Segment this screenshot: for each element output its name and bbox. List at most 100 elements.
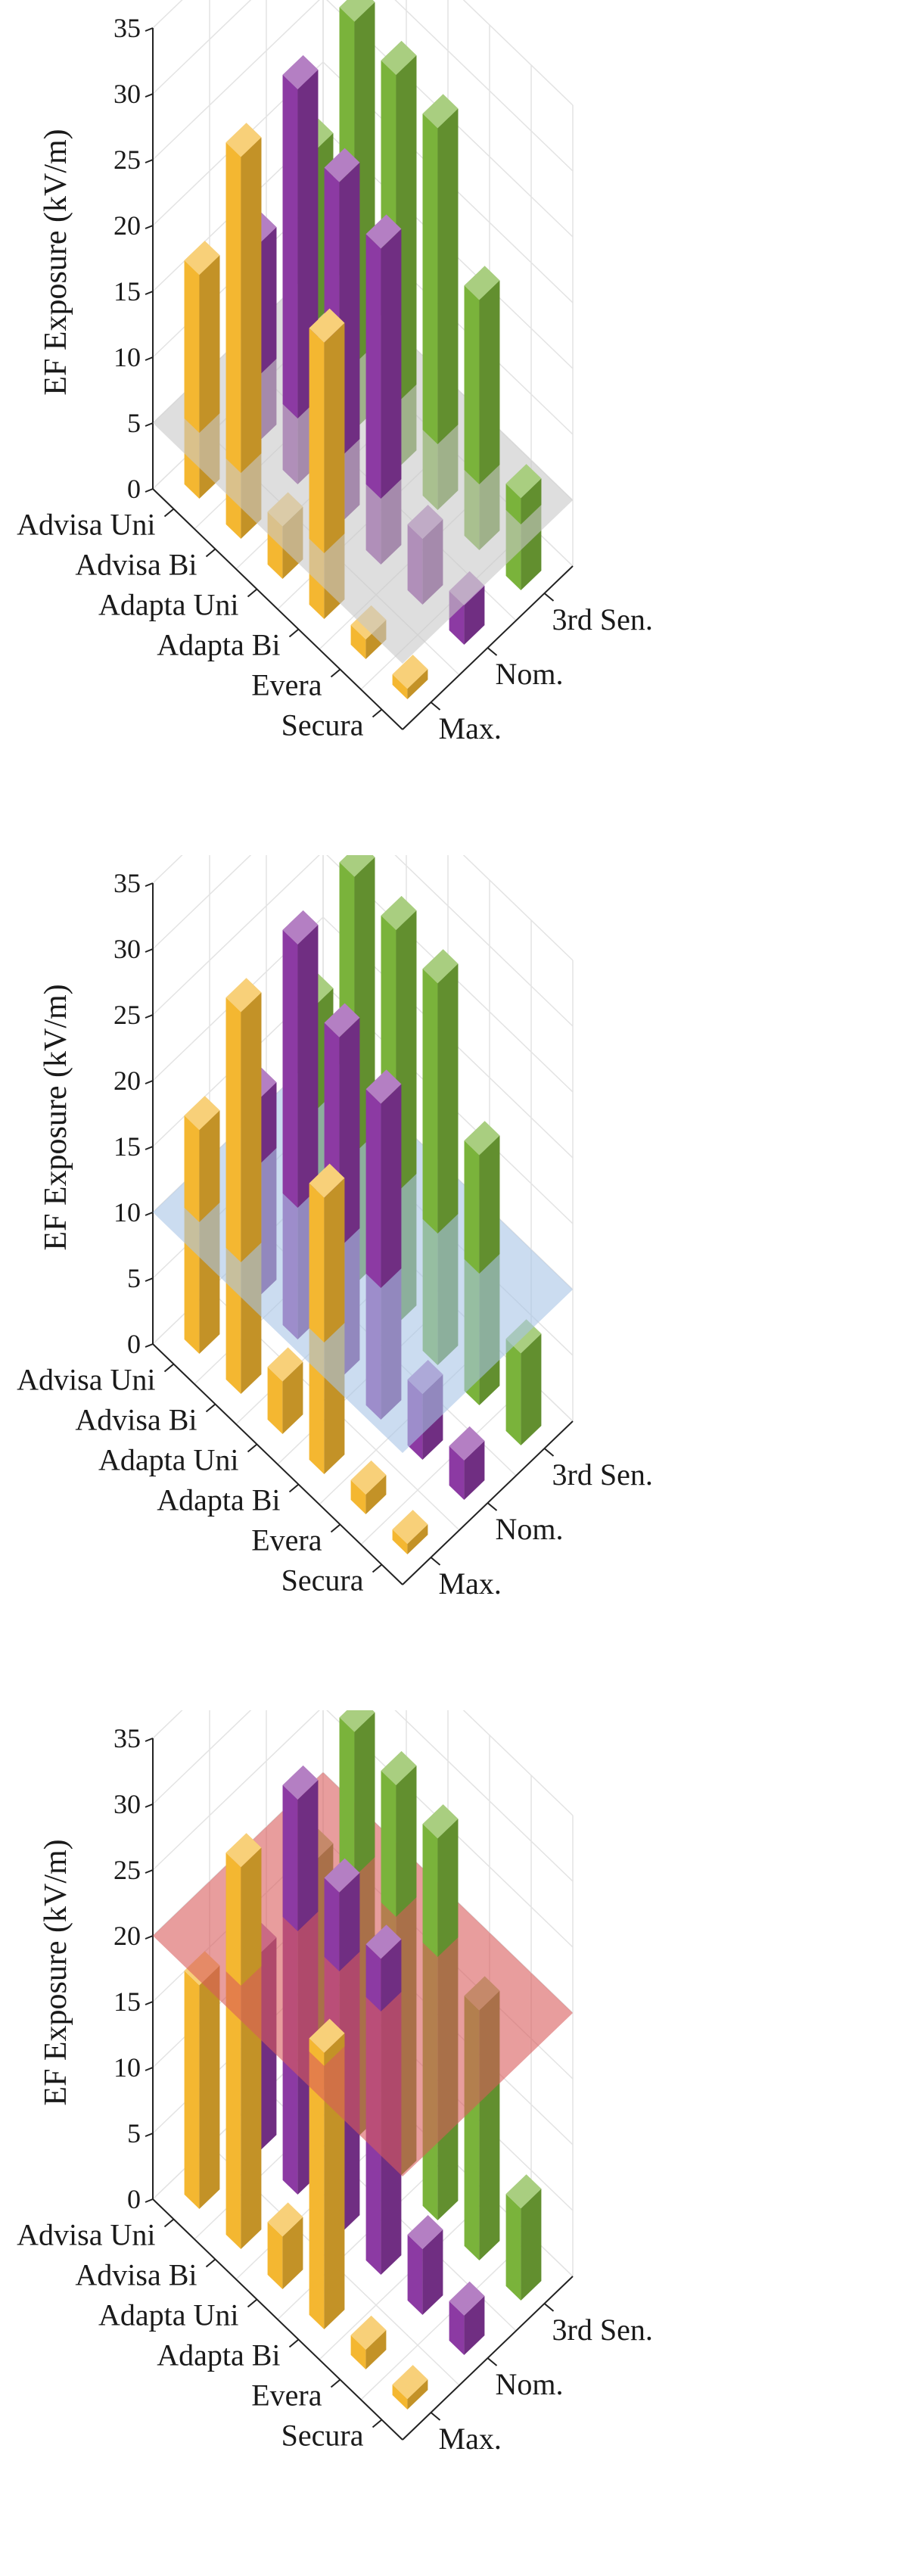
bar-upper xyxy=(365,1069,402,1288)
category-label: Advisa Bi xyxy=(75,2258,197,2292)
z-tick-label: 25 xyxy=(114,1000,141,1030)
category-label: Evera xyxy=(251,1523,322,1557)
category-label: Advisa Bi xyxy=(75,1403,197,1437)
category-label: Adapta Uni xyxy=(98,2298,239,2332)
bar-upper xyxy=(309,2018,345,2066)
z-tick-label: 25 xyxy=(114,145,141,175)
bar xyxy=(392,1510,428,1554)
z-tick-label: 0 xyxy=(127,474,141,504)
category-axis-line xyxy=(152,488,403,730)
category-axis-line xyxy=(152,2198,403,2441)
y-axis-title: EF Exposure (kV/m) xyxy=(39,984,73,1250)
category-label: Secura xyxy=(281,708,364,742)
bar xyxy=(392,2365,428,2410)
bar-upper xyxy=(381,1751,417,1917)
y-axis-title: EF Exposure (kV/m) xyxy=(39,129,73,395)
z-tick-label: 0 xyxy=(127,1329,141,1359)
z-tick-label: 10 xyxy=(114,1197,141,1227)
z-tick-label: 35 xyxy=(114,868,141,898)
bar-upper xyxy=(464,266,500,484)
bar-upper xyxy=(339,1710,375,1877)
z-tick-label: 20 xyxy=(114,1921,141,1951)
chart-3-svg: 0 5 10 15 20 25 30 35 EF Exposure (kV/m) Advisa U… xyxy=(17,1710,653,2456)
z-tick-label: 20 xyxy=(114,210,141,241)
bar-upper xyxy=(184,241,220,433)
bars-above-plane xyxy=(184,0,542,553)
axes: 0 5 10 15 20 25 30 35 EF Exposure (kV/m) Advisa U… xyxy=(17,13,653,745)
category-label: Advisa Uni xyxy=(17,2218,155,2252)
category-label: Adapta Bi xyxy=(157,1483,280,1517)
z-tick-label: 5 xyxy=(127,1263,141,1293)
bar xyxy=(449,2281,485,2355)
z-tick-label: 10 xyxy=(114,342,141,372)
series-label: 3rd Sen. xyxy=(552,1458,653,1492)
category-label: Advisa Uni xyxy=(17,508,155,542)
category-label: Adapta Bi xyxy=(157,2338,280,2372)
bar xyxy=(392,655,428,699)
bar-upper xyxy=(282,1766,319,1931)
y-axis-title: EF Exposure (kV/m) xyxy=(39,1839,73,2105)
bar xyxy=(505,2174,542,2301)
bar xyxy=(350,1460,387,1514)
series-label: 3rd Sen. xyxy=(552,602,653,636)
z-tick-label: 5 xyxy=(127,2118,141,2148)
series-label: Nom. xyxy=(496,2367,564,2401)
bar xyxy=(267,2202,303,2289)
bar-upper xyxy=(309,308,345,553)
z-tick-label: 15 xyxy=(114,276,141,306)
bar-upper xyxy=(422,1804,459,1957)
category-label: Adapta Bi xyxy=(157,628,280,662)
bar-upper xyxy=(225,978,262,1262)
category-label: Evera xyxy=(251,2378,322,2413)
z-tick-label: 30 xyxy=(114,934,141,964)
bar xyxy=(267,1347,303,1434)
bars-above-plane xyxy=(184,855,500,1342)
chart-panel-3: 0 5 10 15 20 25 30 35 EF Exposure (kV/m) Advisa U… xyxy=(0,1710,908,2565)
chart-panel-2: 0 5 10 15 20 25 30 35 EF Exposure (kV/m) Advisa U… xyxy=(0,855,908,1710)
bar xyxy=(407,2215,443,2315)
bar-upper xyxy=(505,464,542,524)
category-label: Secura xyxy=(281,1563,364,1598)
category-label: Evera xyxy=(251,668,322,702)
bar-upper xyxy=(422,949,459,1234)
category-label: Adapta Uni xyxy=(98,1443,239,1477)
chart-panel-1: 0 5 10 15 20 25 30 35 EF Exposure (kV/m) Advisa U… xyxy=(0,0,908,855)
z-tick-label: 10 xyxy=(114,2052,141,2083)
bar-upper xyxy=(282,910,319,1208)
bar-upper xyxy=(225,1833,262,1986)
bar-upper xyxy=(309,1163,345,1342)
series-label: Nom. xyxy=(496,657,564,691)
series-label: Max. xyxy=(439,1566,502,1601)
category-label: Secura xyxy=(281,2419,364,2453)
bar-upper xyxy=(324,1858,360,1971)
series-label: 3rd Sen. xyxy=(552,2313,653,2347)
z-tick-label: 0 xyxy=(127,2184,141,2214)
bar xyxy=(449,1426,485,1500)
series-label: Max. xyxy=(439,711,502,745)
bar-upper xyxy=(365,1924,402,2011)
axes: 0 5 10 15 20 25 30 35 EF Exposure (kV/m) Advisa U… xyxy=(17,868,653,1601)
series-label: Max. xyxy=(439,2422,502,2456)
bar-upper xyxy=(422,94,459,445)
z-tick-label: 30 xyxy=(114,1789,141,1819)
axes: 0 5 10 15 20 25 30 35 EF Exposure (kV/m) Advisa U… xyxy=(17,1723,653,2456)
z-tick-label: 25 xyxy=(114,1855,141,1885)
category-label: Advisa Bi xyxy=(75,548,197,582)
bar-upper xyxy=(184,1096,220,1222)
z-tick-label: 5 xyxy=(127,408,141,438)
z-tick-label: 15 xyxy=(114,1986,141,2017)
z-tick-label: 35 xyxy=(114,13,141,43)
z-tick-label: 15 xyxy=(114,1131,141,1162)
z-tick-label: 20 xyxy=(114,1066,141,1096)
category-label: Adapta Uni xyxy=(98,588,239,622)
bars-above-plane xyxy=(225,1710,459,2066)
bar-upper xyxy=(365,214,402,499)
category-label: Advisa Uni xyxy=(17,1363,155,1397)
z-tick-label: 30 xyxy=(114,79,141,109)
chart-2-svg: 0 5 10 15 20 25 30 35 EF Exposure (kV/m) Advisa U… xyxy=(17,855,653,1601)
chart-1-svg: 0 5 10 15 20 25 30 35 EF Exposure (kV/m) Advisa U… xyxy=(17,0,653,745)
category-axis-line xyxy=(152,1343,403,1585)
z-tick-label: 35 xyxy=(114,1723,141,1753)
bar xyxy=(350,2315,387,2369)
